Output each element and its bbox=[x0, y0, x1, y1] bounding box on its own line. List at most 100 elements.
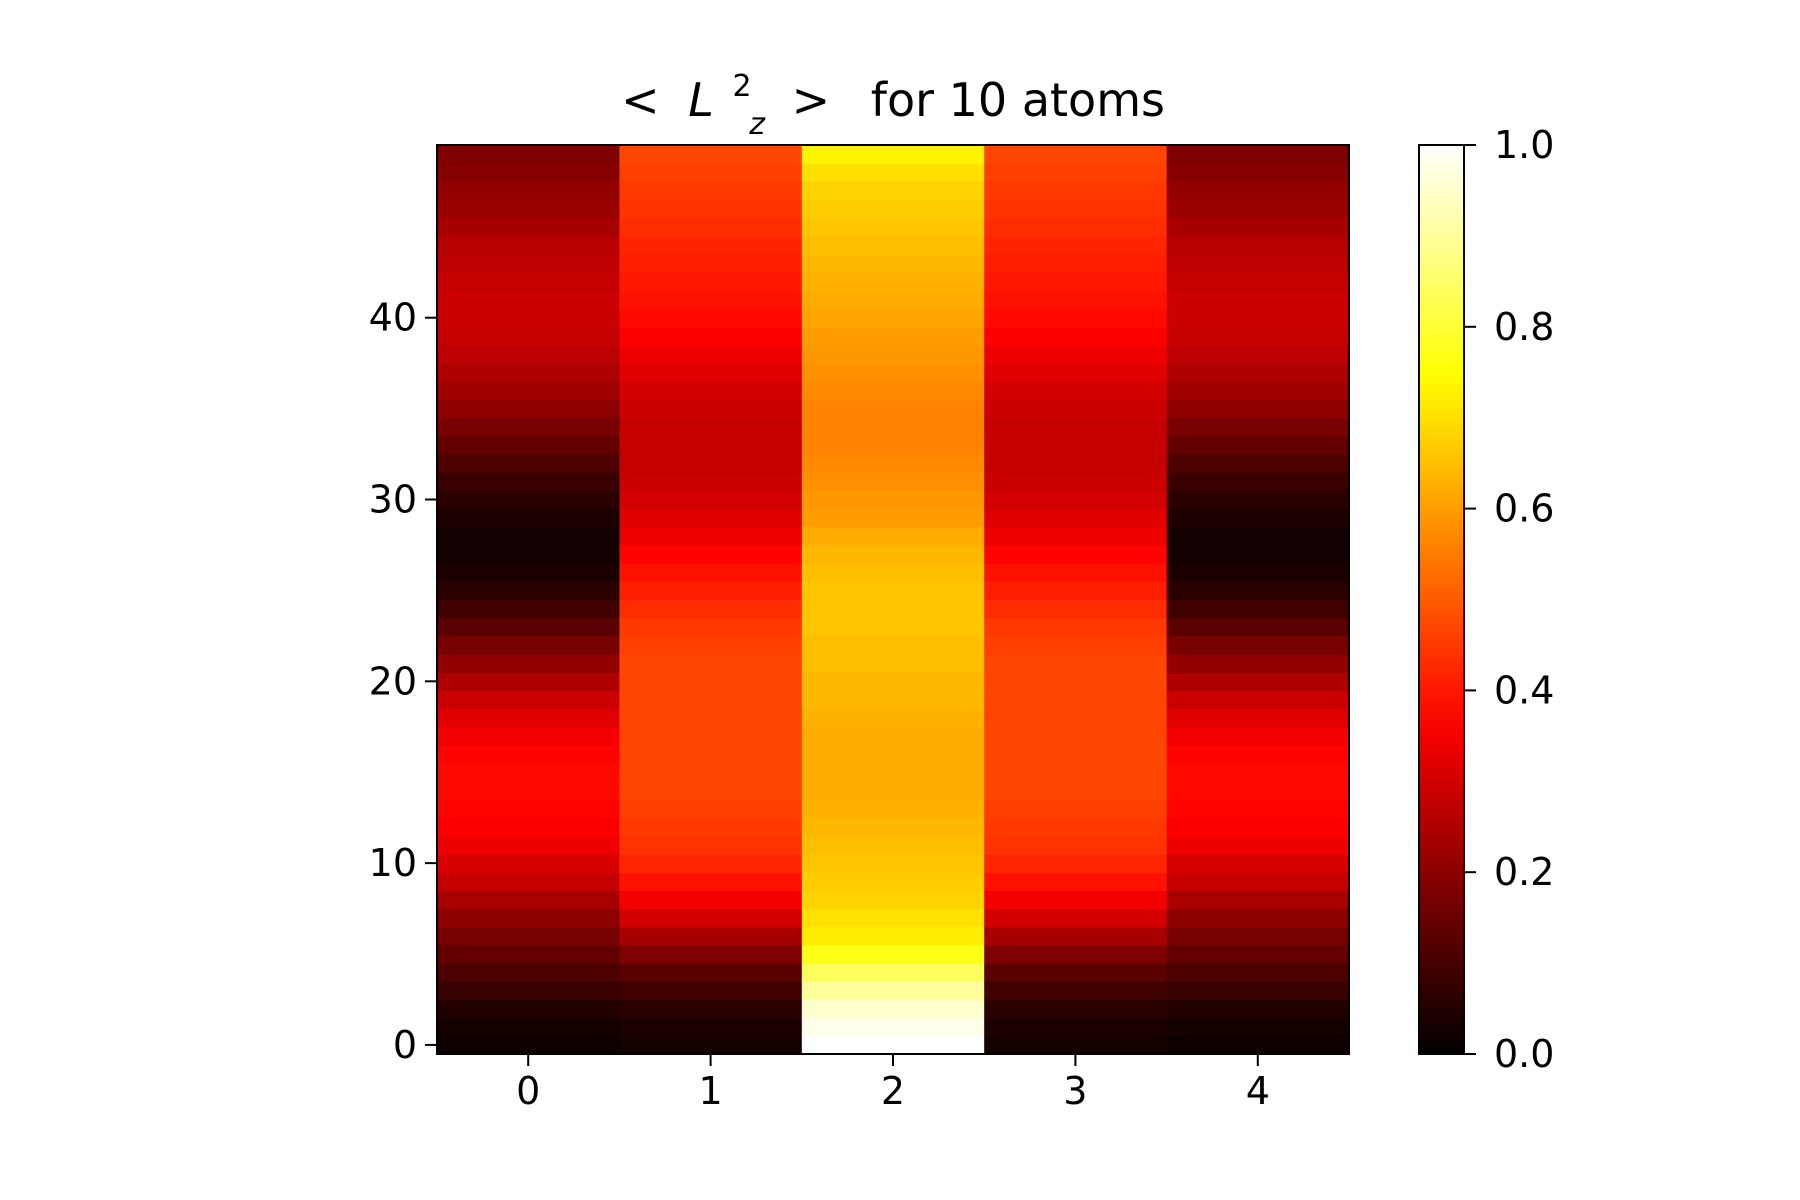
heatmap-cell bbox=[1166, 381, 1350, 401]
heatmap-cell bbox=[1166, 654, 1350, 673]
heatmap-cell bbox=[984, 490, 1168, 510]
heatmap-cell bbox=[801, 999, 985, 1019]
heatmap-cell bbox=[801, 326, 985, 346]
heatmap-cell bbox=[1166, 199, 1350, 219]
heatmap-cell bbox=[1166, 599, 1350, 619]
heatmap-cell bbox=[619, 672, 803, 691]
heatmap-cell bbox=[984, 254, 1168, 273]
heatmap-cell bbox=[1166, 744, 1350, 764]
heatmap-cell bbox=[984, 599, 1168, 619]
heatmap-cell bbox=[801, 1035, 985, 1055]
heatmap-cell bbox=[984, 163, 1168, 182]
heatmap-cell bbox=[1166, 363, 1350, 382]
heatmap-cell bbox=[1166, 981, 1350, 1001]
heatmap-cell bbox=[984, 672, 1168, 691]
heatmap-cell bbox=[984, 526, 1168, 546]
heatmap-cell bbox=[437, 235, 620, 255]
title-open-bracket: < bbox=[621, 73, 660, 127]
heatmap-cell bbox=[984, 145, 1168, 164]
heatmap-cell bbox=[984, 1035, 1168, 1055]
heatmap-cell bbox=[1166, 581, 1350, 601]
heatmap-cell bbox=[1166, 490, 1350, 510]
heatmap-cell bbox=[801, 526, 985, 546]
heatmap-cell bbox=[619, 399, 803, 419]
heatmap-cell bbox=[619, 981, 803, 1001]
heatmap-cell bbox=[619, 344, 803, 364]
heatmap-cell bbox=[437, 381, 620, 401]
heatmap-cell bbox=[801, 581, 985, 601]
heatmap-cell bbox=[1166, 963, 1350, 982]
heatmap-cell bbox=[801, 399, 985, 419]
heatmap-cell bbox=[619, 454, 803, 473]
heatmap-cell bbox=[619, 854, 803, 873]
heatmap-cell bbox=[984, 872, 1168, 891]
heatmap-cell bbox=[437, 908, 620, 928]
heatmap-cell bbox=[619, 326, 803, 346]
heatmap-cell bbox=[437, 290, 620, 310]
y-tick-label: 10 bbox=[369, 841, 417, 885]
heatmap-cell bbox=[801, 726, 985, 746]
heatmap-cell bbox=[437, 763, 620, 782]
heatmap-cell bbox=[984, 890, 1168, 910]
heatmap-cell bbox=[984, 363, 1168, 382]
heatmap-cell bbox=[984, 835, 1168, 855]
heatmap-cell bbox=[801, 744, 985, 764]
heatmap-cell bbox=[1166, 163, 1350, 182]
heatmap-cell bbox=[619, 926, 803, 946]
heatmap-cell bbox=[619, 581, 803, 601]
heatmap-cell bbox=[437, 581, 620, 601]
heatmap-cell bbox=[984, 290, 1168, 310]
heatmap-cell bbox=[1166, 726, 1350, 746]
heatmap-cell bbox=[437, 217, 620, 237]
heatmap-cell bbox=[801, 308, 985, 328]
heatmap-cell bbox=[437, 835, 620, 855]
heatmap-cell bbox=[1166, 254, 1350, 273]
heatmap-cell bbox=[437, 399, 620, 419]
heatmap-cell bbox=[801, 563, 985, 582]
heatmap-cell bbox=[437, 926, 620, 946]
heatmap-cell bbox=[619, 235, 803, 255]
x-tick-label: 2 bbox=[881, 1069, 905, 1113]
heatmap-cell bbox=[1166, 508, 1350, 528]
heatmap-cell bbox=[619, 508, 803, 528]
heatmap-cell bbox=[984, 308, 1168, 328]
heatmap-cell bbox=[437, 817, 620, 837]
heatmap-cell bbox=[1166, 217, 1350, 237]
heatmap-cell bbox=[619, 690, 803, 710]
heatmap-cell bbox=[619, 817, 803, 837]
heatmap-cell bbox=[619, 1035, 803, 1055]
heatmap-cell bbox=[437, 417, 620, 437]
heatmap-cell bbox=[437, 708, 620, 728]
heatmap-cell bbox=[437, 1035, 620, 1055]
heatmap-cell bbox=[1166, 763, 1350, 782]
colorbar-gradient bbox=[1418, 144, 1465, 1055]
heatmap-cell bbox=[801, 472, 985, 492]
heatmap-cell bbox=[801, 508, 985, 528]
heatmap-cell bbox=[801, 254, 985, 273]
heatmap-cell bbox=[801, 381, 985, 401]
heatmap-cell bbox=[1166, 672, 1350, 691]
heatmap-cell bbox=[437, 999, 620, 1019]
heatmap-cell bbox=[1166, 526, 1350, 546]
x-tick-label: 1 bbox=[699, 1069, 723, 1113]
heatmap-cell bbox=[1166, 781, 1350, 801]
heatmap-cell bbox=[984, 454, 1168, 473]
heatmap-cell bbox=[801, 490, 985, 510]
title-symbol: L bbox=[688, 73, 714, 127]
heatmap-cell bbox=[984, 763, 1168, 782]
heatmap-cell bbox=[437, 872, 620, 891]
colorbar-tick-label: 0.8 bbox=[1494, 305, 1554, 349]
heatmap-cell bbox=[437, 726, 620, 746]
heatmap-cell bbox=[801, 454, 985, 473]
heatmap-cell bbox=[437, 654, 620, 673]
heatmap-cell bbox=[1166, 435, 1350, 455]
heatmap-cell bbox=[984, 799, 1168, 819]
heatmap-cell bbox=[437, 508, 620, 528]
heatmap-cell bbox=[619, 708, 803, 728]
heatmap-cell bbox=[437, 599, 620, 619]
heatmap-cell bbox=[801, 672, 985, 691]
heatmap-cell bbox=[1166, 854, 1350, 873]
heatmap-cell bbox=[437, 963, 620, 982]
